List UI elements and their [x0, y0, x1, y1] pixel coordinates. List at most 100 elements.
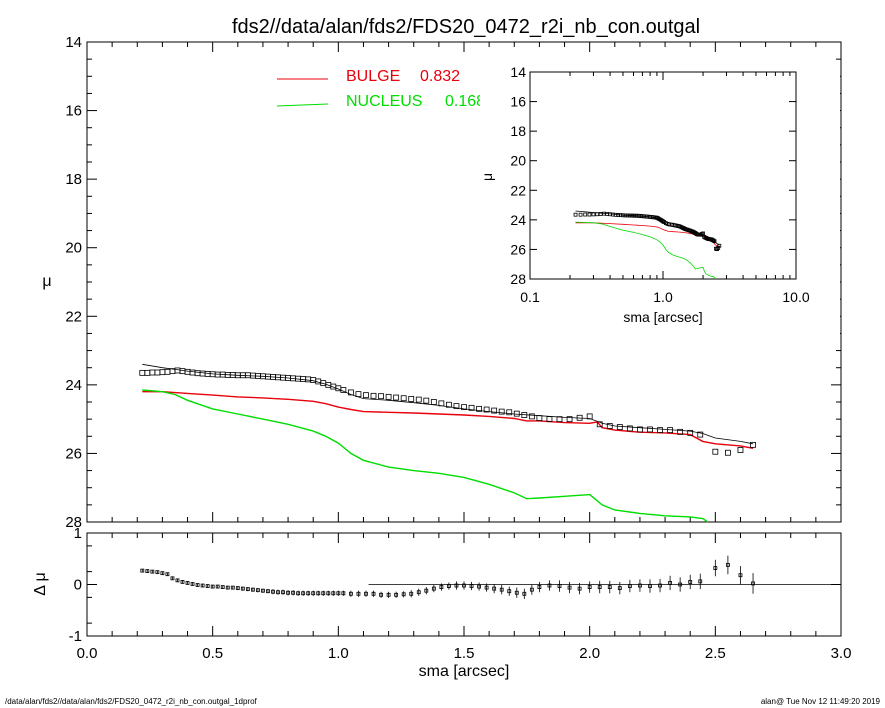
- residual-data-point: [250, 587, 255, 592]
- residual-data-point: [454, 583, 459, 588]
- residual-data-point: [245, 587, 250, 592]
- residual-data-point: [356, 591, 361, 596]
- main-data-point: [446, 401, 452, 408]
- residual-x-tick-label: 0.0: [77, 645, 98, 662]
- residual-data-point: [587, 585, 592, 589]
- main-data-point: [657, 427, 663, 434]
- inset-y-tick-label: 22: [510, 182, 526, 198]
- residual-x-tick-label: 2.5: [705, 645, 726, 662]
- main-data-point: [370, 392, 377, 399]
- main-data-point: [712, 448, 719, 455]
- residual-data-point: [522, 591, 527, 596]
- residual-x-tick-label: 2.0: [579, 645, 600, 662]
- main-y-tick-label: 18: [65, 171, 82, 188]
- residual-data-point: [220, 585, 225, 589]
- residual-data-point: [607, 585, 612, 589]
- main-y-tick-label: 28: [65, 514, 82, 531]
- main-y-tick-label: 26: [65, 445, 82, 462]
- main-data-point: [556, 416, 563, 423]
- main-data-point: [506, 409, 513, 416]
- residual-data-point: [499, 587, 504, 592]
- main-data-point: [179, 368, 186, 375]
- residual-x-tick-label: 1.5: [454, 645, 475, 662]
- residual-data-point: [638, 583, 642, 588]
- residual-data-point: [311, 591, 316, 596]
- residual-data-point: [271, 589, 275, 594]
- residual-data-point: [386, 592, 391, 597]
- main-data-point: [536, 415, 543, 422]
- residual-data-point: [627, 584, 632, 588]
- main-profile-panel: 14 16 18 20 22 24 26 28 μ BULGE 0.832 NUCLEUS 0…: [42, 34, 842, 531]
- main-y-tick-label: 24: [65, 377, 82, 394]
- inset-data-point: [627, 213, 632, 218]
- residual-data-point: [316, 591, 321, 596]
- inset-y-tick-label: 18: [510, 123, 526, 139]
- residual-data-point: [726, 563, 730, 567]
- residual-data-point: [160, 571, 165, 576]
- inset-data-point: [583, 212, 588, 217]
- residual-data-point: [286, 590, 290, 595]
- inset-nucleus-line: [575, 221, 716, 280]
- main-y-tick-label: 16: [65, 103, 82, 120]
- main-nucleus-line: [142, 389, 709, 523]
- main-data-point: [461, 404, 467, 411]
- residual-data-point: [738, 573, 743, 578]
- main-y-tick-label: 22: [65, 308, 82, 325]
- residual-data-point: [235, 586, 240, 591]
- main-data-point: [139, 369, 146, 376]
- residual-data-point: [165, 572, 170, 577]
- residual-data-point: [424, 588, 429, 593]
- main-data-point: [687, 429, 694, 436]
- main-data-point: [438, 400, 445, 407]
- residual-axis-ticks: [86, 532, 842, 637]
- inset-data-point: [578, 212, 583, 217]
- residual-data-point: [431, 586, 436, 591]
- residual-data-point: [557, 584, 562, 588]
- inset-data-point: [616, 213, 621, 217]
- residual-data-point: [416, 590, 421, 595]
- inset-data-point: [712, 239, 717, 244]
- inset-y-tick-label: 14: [510, 64, 526, 80]
- residual-data-point: [266, 589, 270, 594]
- inset-data-point: [587, 212, 592, 217]
- residual-data-point: [529, 587, 534, 592]
- residual-data-point: [225, 585, 230, 590]
- inset-y-tick-label: 28: [510, 271, 526, 287]
- residual-data-point: [648, 584, 652, 588]
- residual-data-point: [462, 583, 466, 588]
- inset-x-axis-label: sma [arcsec]: [623, 309, 702, 325]
- residual-data-point: [331, 591, 336, 596]
- inset-y-tick-label: 24: [510, 212, 526, 228]
- residual-data-point: [364, 591, 368, 596]
- residual-data-point: [751, 581, 755, 586]
- main-data-point: [616, 424, 623, 430]
- residual-data-point: [301, 591, 306, 596]
- main-y-tick-label: 14: [65, 34, 82, 51]
- residual-data-point: [348, 591, 353, 596]
- residual-y-tick-label: 0: [74, 577, 82, 594]
- main-data-point: [189, 369, 196, 376]
- main-data-point: [725, 449, 731, 456]
- residual-x-tick-label: 3.0: [831, 645, 852, 662]
- residual-data-point: [567, 585, 572, 590]
- residual-data-point: [281, 590, 285, 595]
- main-data-point: [576, 414, 583, 421]
- residual-data-point: [379, 592, 383, 597]
- inset-data-point: [623, 213, 628, 218]
- inset-axis-ticks: [529, 71, 797, 280]
- residual-data-point: [170, 576, 175, 581]
- residual-x-tick-label: 1.0: [328, 645, 349, 662]
- main-data-point: [566, 416, 573, 423]
- inset-data-point: [613, 212, 618, 217]
- main-data-point: [498, 408, 505, 415]
- residual-data-point: [688, 580, 693, 584]
- main-data-point: [476, 405, 482, 412]
- legend-nucleus-label: NUCLEUS: [346, 93, 422, 110]
- inset-data-point: [717, 243, 722, 248]
- residual-data-point: [175, 578, 180, 583]
- main-y-tick-label: 20: [65, 240, 82, 257]
- residual-data-point: [140, 568, 145, 573]
- residual-data-point: [185, 581, 190, 585]
- main-data-point: [453, 403, 460, 410]
- residual-data-point: [210, 584, 215, 589]
